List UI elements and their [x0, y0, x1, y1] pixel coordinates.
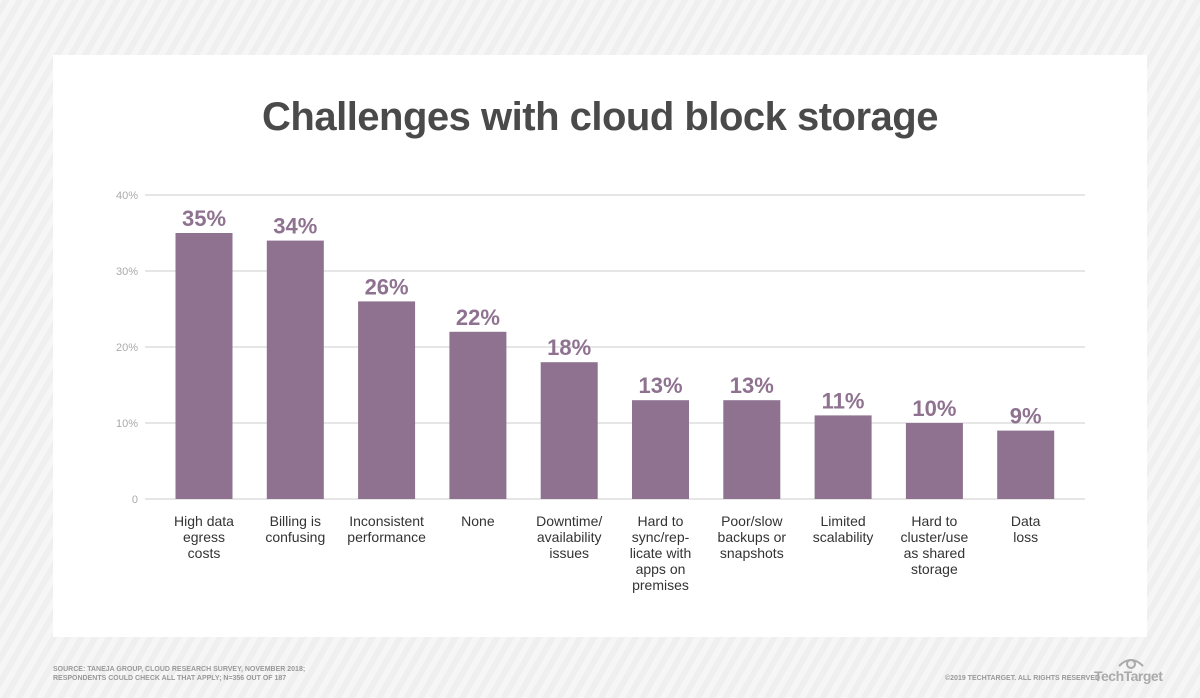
y-tick-label: 30%: [116, 266, 138, 278]
bar: [540, 362, 598, 499]
bar: [997, 430, 1055, 499]
data-label: 22%: [456, 305, 500, 330]
x-tick-label: High data egress costs: [174, 513, 234, 561]
bar: [266, 240, 324, 499]
source-line-2: Respondents could check all that apply; …: [53, 675, 287, 682]
bar: [175, 233, 233, 499]
source-note: Source: Taneja Group, Cloud Research Sur…: [53, 665, 305, 683]
bar: [358, 301, 416, 499]
bar: [814, 415, 872, 499]
y-tick-label: 20%: [116, 342, 138, 354]
bar: [449, 331, 507, 499]
data-label: 34%: [273, 214, 317, 239]
eye-icon: [1118, 659, 1144, 669]
bar: [632, 400, 689, 499]
x-tick-label: Hard to sync/rep- licate with apps on pr…: [629, 513, 692, 593]
data-label: 10%: [912, 396, 956, 421]
x-tick-label: Billing is confusing: [265, 513, 326, 545]
x-tick-label: Poor/slow backups or snapshots: [717, 513, 787, 561]
bar: [905, 423, 963, 499]
data-label: 11%: [822, 388, 865, 413]
x-tick-label: Hard to cluster/use as shared storage: [900, 513, 969, 577]
x-tick-label: Downtime/ availability issues: [536, 513, 603, 561]
data-label: 13%: [638, 373, 682, 398]
x-tick-label: None: [461, 513, 495, 529]
copyright: ©2019 TechTarget. All rights reserved: [945, 675, 1101, 682]
data-label: 26%: [365, 274, 409, 299]
logo-text: TechTarget: [1094, 668, 1163, 684]
y-tick-label: 10%: [116, 418, 138, 430]
source-line-1: Source: Taneja Group, Cloud Research Sur…: [53, 666, 306, 673]
data-label: 35%: [182, 206, 226, 231]
techtarget-logo: TechTarget: [1094, 659, 1163, 684]
x-tick-label: Inconsistent performance: [347, 513, 426, 545]
data-label: 13%: [730, 373, 774, 398]
x-tick-label: Data loss: [1010, 513, 1041, 545]
x-tick-label: Limited scalability: [812, 513, 874, 545]
y-tick-label: 40%: [116, 190, 138, 202]
bar: [723, 400, 781, 499]
data-label: 18%: [547, 335, 591, 360]
chart-title: Challenges with cloud block storage: [262, 95, 938, 139]
data-label: 9%: [1010, 404, 1042, 429]
y-tick-label: 0: [132, 494, 138, 506]
